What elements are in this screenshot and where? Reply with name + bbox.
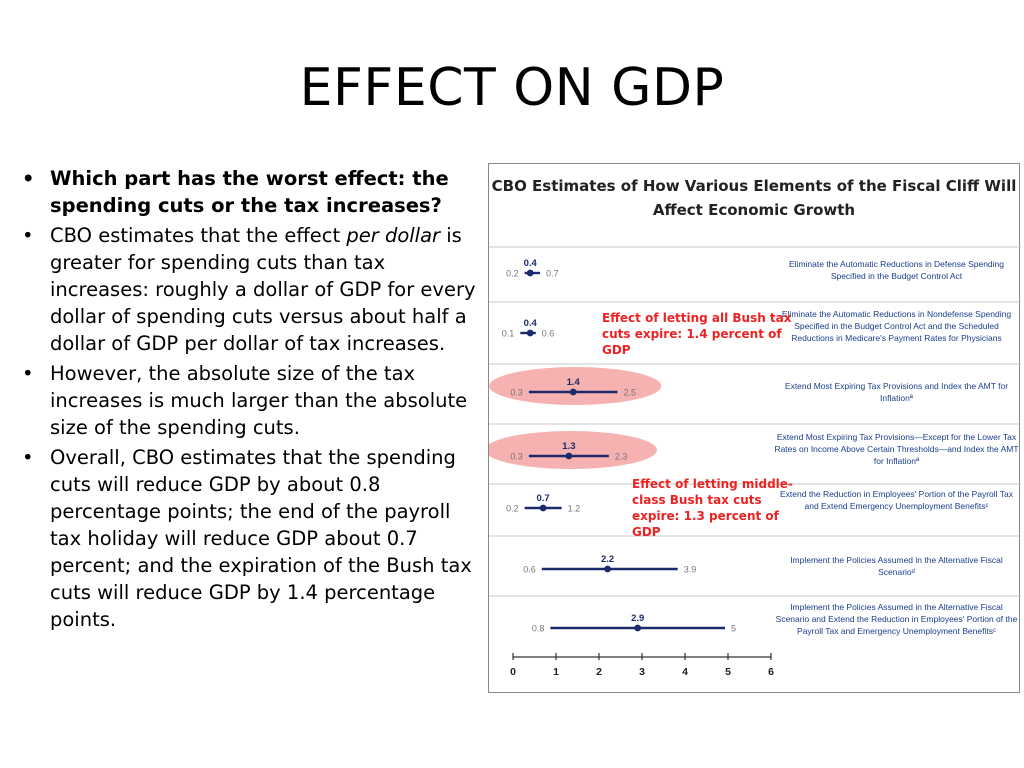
- high-label: 0.7: [546, 269, 559, 279]
- low-label: 0.6: [523, 565, 536, 575]
- bullet-per-dollar-pre: CBO estimates that the effect: [50, 224, 347, 247]
- high-label: 2.5: [624, 388, 637, 398]
- central-point: [569, 388, 577, 396]
- x-tick-label: 2: [596, 666, 602, 678]
- bullet-absolute-size: However, the absolute size of the tax in…: [22, 360, 482, 441]
- bullet-overall: Overall, CBO estimates that the spending…: [22, 444, 482, 633]
- row-description: Eliminate the Automatic Reductions in De…: [789, 259, 1004, 281]
- chart-title: CBO Estimates of How Various Elements of…: [491, 177, 1017, 219]
- central-label: 1.3: [562, 441, 575, 452]
- bullet-per-dollar-post: is greater for spending cuts than tax in…: [50, 224, 476, 355]
- central-label: 1.4: [567, 377, 581, 388]
- central-label: 0.7: [536, 493, 549, 504]
- high-label: 3.9: [684, 565, 697, 575]
- bullet-question: Which part has the worst effect: the spe…: [22, 165, 482, 219]
- slide-title: EFFECT ON GDP: [299, 58, 725, 118]
- high-label: 1.2: [568, 504, 581, 514]
- row-description: Implement the Policies Assumed in the Al…: [790, 555, 1003, 577]
- central-point: [604, 565, 611, 573]
- central-point: [634, 624, 642, 632]
- x-tick-label: 1: [553, 666, 559, 678]
- callout-middle-class-bush-cuts: Effect of letting middle-class Bush tax …: [632, 477, 793, 539]
- low-label: 0.2: [506, 504, 519, 514]
- x-tick-label: 4: [682, 666, 688, 678]
- callout-all-bush-cuts: Effect of letting all Bush tax cuts expi…: [602, 311, 792, 357]
- bullet-per-dollar-em: per dollar: [346, 224, 441, 247]
- high-label: 0.6: [542, 329, 555, 339]
- x-tick-label: 6: [768, 666, 774, 678]
- low-label: 0.3: [510, 452, 523, 462]
- central-label: 2.9: [631, 613, 644, 624]
- central-point: [526, 329, 534, 337]
- x-tick-label: 3: [639, 666, 645, 678]
- highlight-ellipse: [489, 431, 657, 469]
- row-description: Implement the Policies Assumed in the Al…: [775, 602, 1018, 636]
- central-label: 0.4: [524, 258, 538, 269]
- chart-panel: CBO Estimates of How Various Elements of…: [488, 163, 1021, 693]
- central-label: 2.2: [601, 554, 614, 565]
- highlight-ellipse: [489, 367, 662, 405]
- low-label: 0.2: [506, 269, 519, 279]
- high-label: 5: [731, 624, 736, 634]
- low-label: 0.1: [502, 329, 515, 339]
- x-tick-label: 5: [725, 666, 731, 678]
- row-description: Extend the Reduction in Employees' Porti…: [780, 489, 1013, 511]
- low-label: 0.8: [532, 624, 545, 634]
- central-point: [565, 452, 573, 460]
- central-label: 0.4: [524, 318, 538, 329]
- low-label: 0.3: [510, 388, 523, 398]
- bullet-per-dollar: CBO estimates that the effect per dollar…: [22, 222, 482, 357]
- bullet-list: Which part has the worst effect: the spe…: [22, 165, 482, 636]
- central-point: [526, 269, 534, 277]
- high-label: 2.3: [615, 452, 628, 462]
- x-tick-label: 0: [510, 666, 516, 678]
- range-chart: 0.2 0.7 0.4 0.1 0.6 0.4 0.3 2.5 1.4 0.3 2.3 1.3 0.2 1…: [489, 246, 1021, 678]
- row-description: Extend Most Expiring Tax Provisions—Exce…: [774, 432, 1019, 466]
- row-description: Eliminate the Automatic Reductions in No…: [781, 309, 1012, 343]
- row-description: Extend Most Expiring Tax Provisions and …: [784, 381, 1009, 403]
- central-point: [539, 504, 547, 512]
